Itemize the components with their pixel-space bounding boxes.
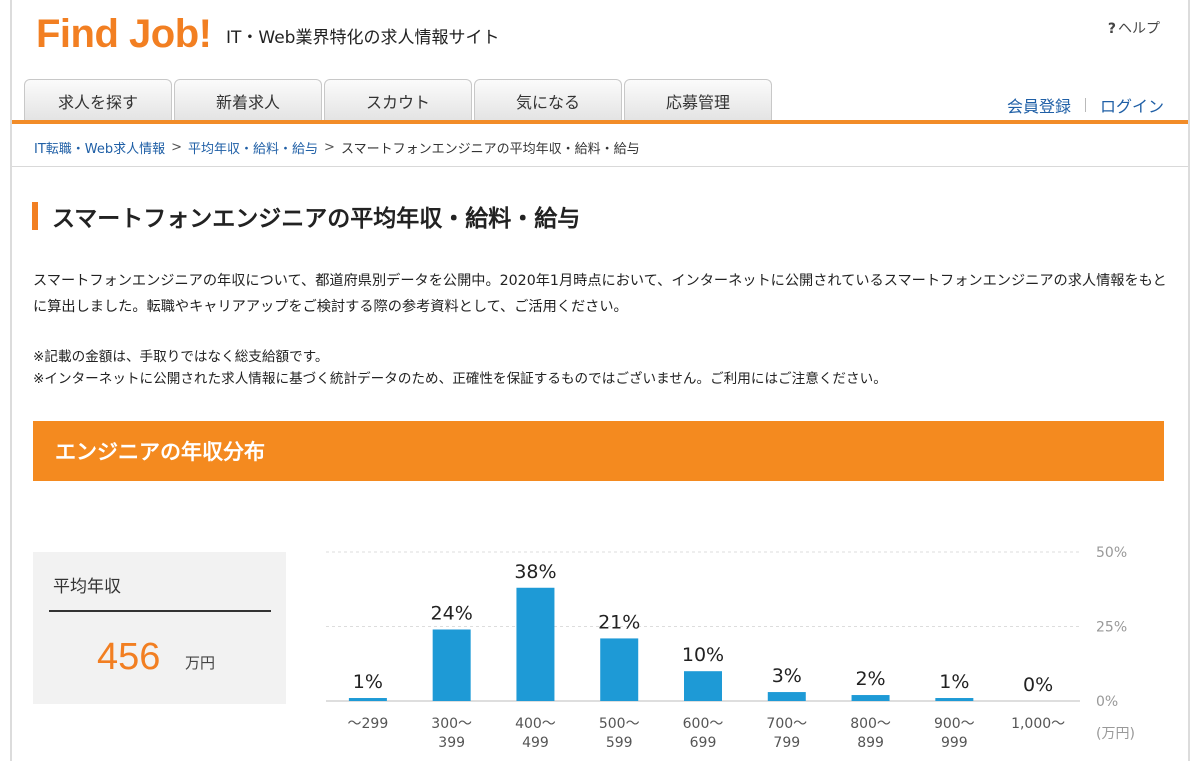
tab-favorites[interactable]: 気になる xyxy=(474,79,622,121)
chart-x-tick-label: 1,000〜 xyxy=(1011,716,1065,732)
chart-x-tick-label: 599 xyxy=(606,735,633,751)
breadcrumb-item-home[interactable]: IT転職・Web求人情報 xyxy=(34,142,166,157)
chart-x-tick-label: 600〜 xyxy=(683,716,724,732)
average-salary-value: 456 xyxy=(97,636,161,678)
chart-bar xyxy=(348,698,387,701)
chart-x-unit-label: (万円) xyxy=(1096,726,1135,742)
chart-bar xyxy=(516,587,555,701)
chart-x-tick-label: 700〜 xyxy=(766,716,807,732)
chart-bar xyxy=(851,695,890,701)
page-frame-left xyxy=(10,0,12,761)
chart-y-tick-label: 25% xyxy=(1096,620,1127,636)
chart-x-tick-label: 900〜 xyxy=(934,716,975,732)
page-title-block: スマートフォンエンジニアの平均年収・給料・給与 xyxy=(32,200,580,232)
chart-x-tick-label: 400〜 xyxy=(515,716,556,732)
title-accent-bar xyxy=(32,202,38,230)
chart-y-tick-label: 0% xyxy=(1096,694,1118,710)
breadcrumb-item-salary[interactable]: 平均年収・給料・給与 xyxy=(188,142,319,157)
average-salary-box: 平均年収 456 万円 xyxy=(33,552,286,704)
chart-data-label: 1% xyxy=(353,671,383,693)
chart-data-label: 21% xyxy=(598,611,640,633)
login-link[interactable]: ログイン xyxy=(1099,97,1164,116)
chart-data-label: 38% xyxy=(514,561,556,583)
tab-scout[interactable]: スカウト xyxy=(324,79,472,121)
chart-data-label: 3% xyxy=(772,665,802,687)
chart-bar xyxy=(767,692,806,701)
chart-x-tick-label: 899 xyxy=(857,735,884,751)
chart-x-tick-label: 〜299 xyxy=(348,716,389,732)
tab-applications[interactable]: 応募管理 xyxy=(624,79,772,121)
chart-x-tick-label: 399 xyxy=(438,735,465,751)
chart-x-tick-label: 300〜 xyxy=(431,716,472,732)
chart-bar xyxy=(684,671,722,701)
chart-y-tick-label: 50% xyxy=(1096,545,1127,561)
salary-distribution-chart: 0% 25% 50% 1% 〜299 24% 300〜 399 38% 400〜 499 21% 500… xyxy=(326,545,1135,751)
breadcrumb-separator-icon: > xyxy=(171,140,183,155)
average-salary-label: 平均年収 xyxy=(53,577,121,597)
page-frame-right xyxy=(1188,0,1190,761)
help-link[interactable]: ? ヘルプ xyxy=(1108,18,1160,38)
tab-new-jobs[interactable]: 新着求人 xyxy=(174,79,322,121)
chart-bar xyxy=(432,629,471,701)
auth-divider xyxy=(1084,98,1086,112)
chart-x-tick-label: 699 xyxy=(690,735,717,751)
note-accuracy: ※インターネットに公開された求人情報に基づく統計データのため、正確性を保証するも… xyxy=(33,371,887,387)
auth-links: 会員登録 ログイン xyxy=(1007,93,1164,117)
average-salary-unit: 万円 xyxy=(185,654,216,672)
chart-data-label: 24% xyxy=(431,602,473,624)
chart-data-label: 1% xyxy=(939,671,969,693)
breadcrumb-separator-icon: > xyxy=(324,140,335,155)
average-salary-divider xyxy=(49,610,271,612)
section-heading-text: エンジニアの年収分布 xyxy=(55,440,265,464)
disclaimer-notes: ※記載の金額は、手取りではなく総支給額です。 ※インターネットに公開された求人情… xyxy=(33,346,887,390)
chart-data-label: 10% xyxy=(682,644,724,666)
chart-data-label: 2% xyxy=(855,668,885,690)
breadcrumb-divider xyxy=(12,166,1188,167)
page-description: スマートフォンエンジニアの年収について、都道府県別データを公開中。2020年1月… xyxy=(33,273,1167,315)
chart-x-tick-label: 500〜 xyxy=(599,716,640,732)
site-tagline: IT・Web業界特化の求人情報サイト xyxy=(226,28,500,48)
breadcrumb-item-current: スマートフォンエンジニアの平均年収・給料・給与 xyxy=(340,142,640,157)
chart-x-tick-label: 999 xyxy=(941,735,968,751)
chart-x-tick-label: 800〜 xyxy=(850,716,891,732)
question-icon: ? xyxy=(1107,21,1116,37)
chart-data-label: 0% xyxy=(1023,674,1053,696)
help-label: ヘルプ xyxy=(1118,21,1160,37)
chart-x-tick-label: 499 xyxy=(522,735,549,751)
register-link[interactable]: 会員登録 xyxy=(1006,97,1071,116)
breadcrumb: IT転職・Web求人情報 > 平均年収・給料・給与 > スマートフォンエンジニア… xyxy=(34,138,640,157)
chart-x-tick-label: 799 xyxy=(773,735,800,751)
page-title: スマートフォンエンジニアの平均年収・給料・給与 xyxy=(52,206,581,232)
section-heading: エンジニアの年収分布 xyxy=(33,421,1164,481)
tab-search-jobs[interactable]: 求人を探す xyxy=(24,79,172,121)
chart-bar xyxy=(600,638,639,701)
nav-underline xyxy=(12,120,1188,124)
main-nav-tabs: 求人を探す 新着求人 スカウト 気になる 応募管理 xyxy=(24,79,774,121)
chart-bar xyxy=(935,698,974,701)
note-gross-amount: ※記載の金額は、手取りではなく総支給額です。 xyxy=(33,349,329,365)
site-logo[interactable]: Find Job! xyxy=(36,12,212,56)
